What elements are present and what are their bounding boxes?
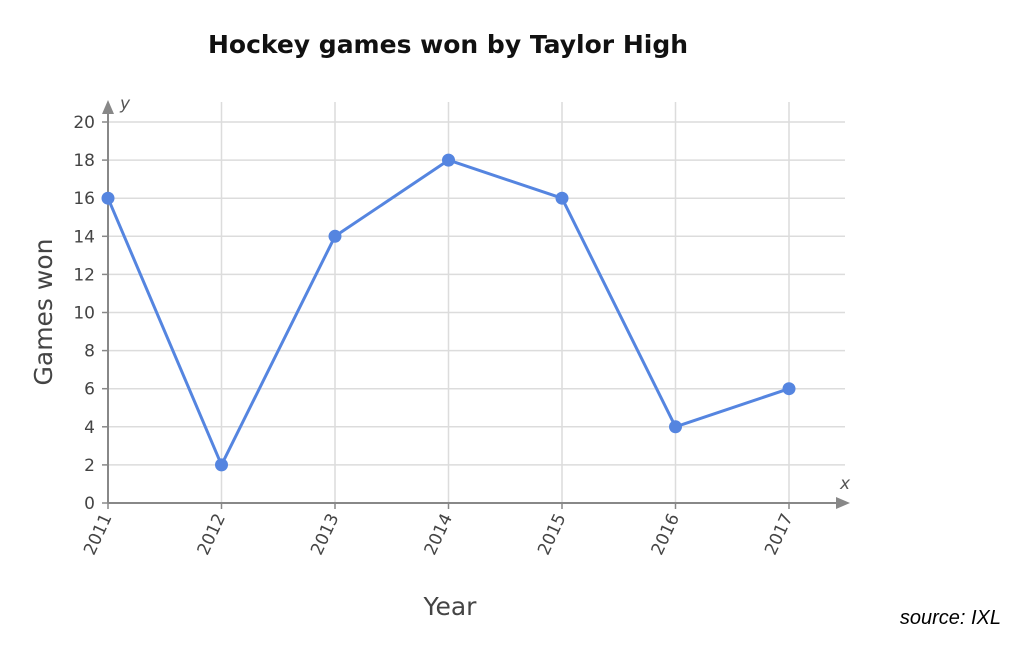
x-tick-label: 2012 xyxy=(194,511,230,559)
series-games-won xyxy=(101,153,796,472)
x-axis-title: Year xyxy=(423,592,478,621)
x-axis-arrow-icon xyxy=(836,497,850,509)
y-axis-title: Games won xyxy=(29,239,58,386)
y-tick-label: 10 xyxy=(73,304,95,324)
data-point-2014 xyxy=(442,153,455,167)
y-tick-label: 20 xyxy=(73,113,95,133)
y-axis-letter: y xyxy=(119,94,131,114)
y-tick-label: 2 xyxy=(84,456,95,476)
y-tick-label: 4 xyxy=(84,418,95,438)
x-tick-label: 2013 xyxy=(307,511,343,559)
y-tick-label: 18 xyxy=(73,151,95,171)
chart-title: Hockey games won by Taylor High xyxy=(208,30,688,59)
x-tick-label: 2017 xyxy=(761,511,797,559)
y-tick-label: 14 xyxy=(73,227,95,247)
grid xyxy=(102,102,845,509)
axes: x y xyxy=(102,94,851,509)
data-point-2011 xyxy=(101,191,115,205)
x-tick-label: 2015 xyxy=(534,511,570,559)
x-axis-letter: x xyxy=(839,474,851,494)
y-tick-label: 0 xyxy=(84,494,95,514)
x-tick-label: 2011 xyxy=(80,511,116,559)
y-tick-label: 12 xyxy=(73,265,95,285)
data-point-2012 xyxy=(215,458,228,472)
data-point-2015 xyxy=(555,191,569,205)
y-tick-label: 8 xyxy=(84,342,95,362)
data-point-2016 xyxy=(669,420,682,434)
data-point-2017 xyxy=(782,382,796,396)
data-point-2013 xyxy=(328,229,342,243)
x-tick-label: 2014 xyxy=(421,511,457,559)
y-tick-label: 16 xyxy=(73,189,95,209)
y-tick-labels: 0 2 4 6 8 10 12 14 16 18 20 xyxy=(73,113,95,514)
x-tick-label: 2016 xyxy=(648,511,684,559)
source-note: source: IXL xyxy=(900,607,1001,629)
x-tick-labels: 2011 2012 2013 2014 2015 2016 2017 xyxy=(80,511,797,559)
y-tick-label: 6 xyxy=(84,380,95,400)
y-axis-arrow-icon xyxy=(102,100,114,114)
